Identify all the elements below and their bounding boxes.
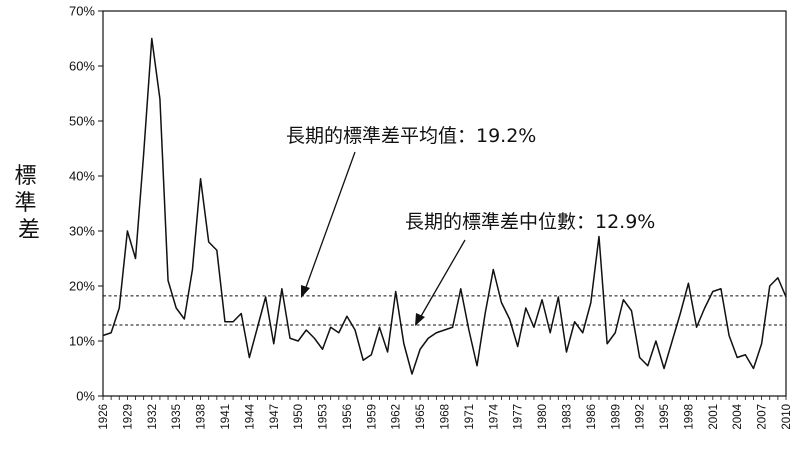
x-tick-label: 2001 bbox=[708, 404, 720, 430]
y-tick-label: 60% bbox=[69, 59, 95, 74]
x-tick-label: 1965 bbox=[415, 404, 427, 430]
y-axis-label-char: 差 bbox=[18, 218, 40, 243]
x-tick-label: 1986 bbox=[586, 404, 598, 430]
x-tick-label: 1989 bbox=[610, 404, 622, 430]
y-axis-label-char: 標 bbox=[14, 164, 36, 189]
x-tick-label: 1992 bbox=[635, 404, 647, 430]
x-tick-label: 1953 bbox=[318, 404, 330, 430]
x-tick-label: 1995 bbox=[659, 404, 671, 430]
x-tick-label: 2004 bbox=[732, 403, 744, 429]
x-tick-label: 1938 bbox=[196, 404, 208, 430]
mean-annotation: 長期的標準差平均值：19.2% bbox=[286, 125, 536, 147]
series-line bbox=[102, 37, 787, 375]
x-tick-label: 1977 bbox=[513, 404, 525, 430]
x-tick-label: 1998 bbox=[683, 404, 695, 430]
x-tick-label: 1971 bbox=[464, 404, 476, 430]
x-tick-label: 1932 bbox=[147, 404, 159, 430]
y-tick-label: 0% bbox=[76, 389, 95, 404]
y-axis-label: 標 準 差 bbox=[14, 164, 43, 243]
mean-arrow-head bbox=[301, 285, 310, 298]
x-tick-label: 1980 bbox=[537, 404, 549, 430]
y-tick-label: 10% bbox=[69, 334, 95, 349]
y-tick-label: 40% bbox=[69, 169, 95, 184]
x-tick-label: 2010 bbox=[781, 404, 793, 430]
y-tick-label: 50% bbox=[69, 114, 95, 129]
x-tick-label: 2007 bbox=[757, 404, 769, 430]
x-tick-label: 1929 bbox=[122, 404, 134, 430]
mean-arrow-shaft bbox=[304, 151, 356, 291]
y-tick-label: 70% bbox=[69, 4, 95, 19]
x-tick-label: 1983 bbox=[561, 404, 573, 430]
x-tick-label: 1926 bbox=[98, 404, 110, 430]
x-tick-label: 1950 bbox=[293, 404, 305, 430]
median-annotation: 長期的標準差中位數：12.9% bbox=[405, 211, 655, 233]
reference-lines bbox=[103, 295, 786, 326]
y-tick-label: 30% bbox=[69, 224, 95, 239]
x-tick-label: 1959 bbox=[366, 404, 378, 430]
x-tick-label: 1944 bbox=[244, 403, 256, 429]
plot-frame bbox=[102, 10, 787, 397]
x-axis-ticks: 1926 1929 1932 1935 1938 1941 1944 1947 1950 1953… bbox=[98, 396, 793, 430]
x-tick-label: 1935 bbox=[171, 404, 183, 430]
x-tick-label: 1968 bbox=[440, 404, 452, 430]
y-axis-label-char: 準 bbox=[14, 191, 36, 216]
median-arrow-shaft bbox=[419, 239, 466, 319]
x-tick-label: 1956 bbox=[342, 404, 354, 430]
x-tick-label: 1941 bbox=[220, 404, 232, 430]
median-arrow-head bbox=[415, 313, 425, 326]
y-axis-ticks: 0% 10% 20% 30% 40% 50% 60% 70% bbox=[69, 4, 103, 404]
x-tick-label: 1974 bbox=[488, 403, 500, 429]
x-tick-label: 1947 bbox=[269, 404, 281, 430]
x-tick-label: 1962 bbox=[391, 404, 403, 430]
y-tick-label: 20% bbox=[69, 279, 95, 294]
